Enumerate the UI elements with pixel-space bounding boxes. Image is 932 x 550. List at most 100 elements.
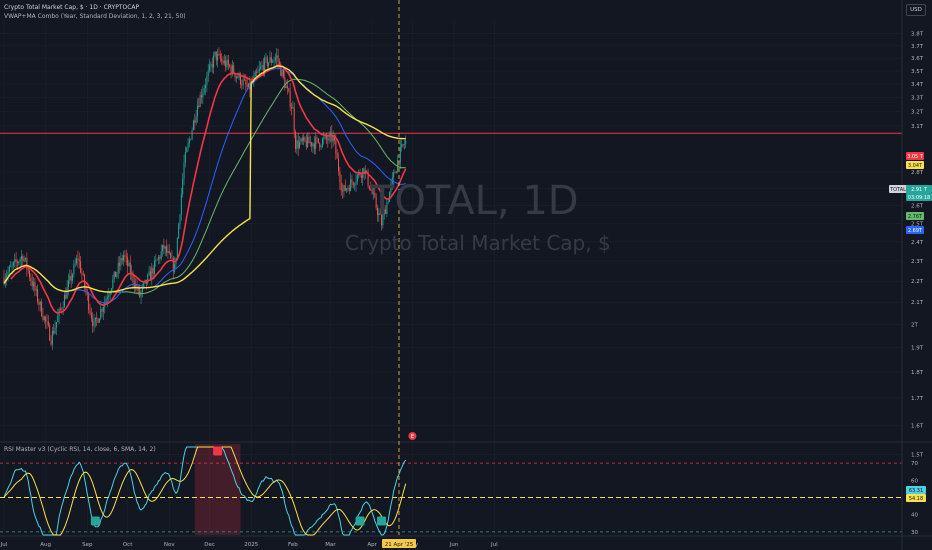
candle-body <box>383 209 385 216</box>
candle-body <box>303 137 305 141</box>
candle-body <box>245 79 247 85</box>
candle-body <box>78 259 80 262</box>
candle-body <box>200 95 202 98</box>
candle-body <box>313 143 315 149</box>
price-tick-label: 3.3T <box>911 96 924 102</box>
candle-body <box>19 259 21 263</box>
indicator-legend[interactable]: VWAP+MA Combo (Year, Standard Deviation,… <box>4 13 186 20</box>
candle-body <box>393 172 395 178</box>
candle-body <box>179 214 181 225</box>
candle-body <box>381 214 383 226</box>
candle-body <box>394 172 396 174</box>
buy-signal-marker <box>355 516 365 526</box>
candle-body <box>278 61 280 64</box>
candle-body <box>209 64 211 71</box>
candle-body <box>305 141 307 148</box>
candle-body <box>168 250 170 254</box>
price-tick-label: 3.4T <box>911 82 924 88</box>
candle-body <box>155 260 157 261</box>
candle-body <box>106 297 108 299</box>
candle-body <box>261 65 263 67</box>
rsi-tick-label: 40 <box>911 513 918 519</box>
candle-body <box>282 70 284 77</box>
candle-body <box>33 282 35 287</box>
candle-body <box>241 84 243 86</box>
candle-body <box>30 277 32 282</box>
price-tick-label: 2.3T <box>911 259 924 265</box>
price-axis[interactable]: 3.8T3.7T3.6T3.5T3.4T3.3T3.2T3.1T2.8T2.7T… <box>901 0 924 550</box>
candle-body <box>258 68 260 72</box>
candle-body <box>286 86 288 89</box>
candle-body <box>190 139 192 140</box>
candle-body <box>174 264 176 272</box>
candle-body <box>183 162 185 179</box>
candle-body <box>160 251 162 259</box>
vwap-price-label: 3.04T <box>908 163 923 169</box>
candle-body <box>218 53 220 55</box>
candle-body <box>34 282 36 291</box>
candle-body <box>166 246 168 253</box>
candle-body <box>62 307 64 310</box>
symbol-tag: TOTAL <box>889 187 906 193</box>
candle-body <box>348 187 350 191</box>
sell-signal-marker <box>213 446 223 456</box>
currency-button[interactable]: USD <box>906 4 926 16</box>
vwap-price-label-bg <box>906 161 924 169</box>
candle-body <box>266 57 268 67</box>
price-tick-label: 3.1T <box>911 124 924 130</box>
candle-body <box>402 144 404 146</box>
candle-body <box>379 213 381 215</box>
candle-body <box>335 140 337 154</box>
candle-body <box>219 54 221 60</box>
candle-body <box>81 272 83 275</box>
candle-body <box>11 265 13 267</box>
candle-body <box>164 246 166 249</box>
rsi-legend[interactable]: RSI Master v3 (Cyclic RSI, 14, close, 6,… <box>4 446 156 453</box>
time-axis[interactable]: JulAugSepOctNovDec2025FebMarAprMayJunJul… <box>0 535 932 548</box>
candle-body <box>210 64 212 65</box>
candle-body <box>51 331 53 345</box>
candle-body <box>336 153 338 159</box>
candle-body <box>366 170 368 172</box>
candle-body <box>342 190 344 192</box>
rsi-tick-label: 30 <box>911 530 918 536</box>
candle-body <box>222 60 224 64</box>
time-tick-label: 2025 <box>244 542 258 548</box>
candle-body <box>293 107 295 132</box>
event-marker-label: E <box>411 434 414 440</box>
candle-body <box>176 238 178 258</box>
candle-body <box>347 187 349 189</box>
candle-body <box>198 105 200 107</box>
candle-body <box>309 142 311 144</box>
candle-body <box>382 215 384 226</box>
candle-body <box>135 283 137 288</box>
time-tick-label: Jul <box>0 542 8 548</box>
countdown-label-bg <box>906 193 932 201</box>
candle-body <box>191 130 193 140</box>
candle-body <box>6 276 8 280</box>
price-tick-label: 2.2T <box>911 279 924 285</box>
candle-body <box>346 188 348 191</box>
time-tick-label: Oct <box>123 542 133 548</box>
candle-body <box>242 79 244 86</box>
candle-body <box>61 308 63 310</box>
time-tick-label: Feb <box>288 542 298 548</box>
candle-body <box>289 91 291 108</box>
candle-body <box>119 262 121 266</box>
candle-body <box>256 72 258 74</box>
candle-body <box>338 158 340 172</box>
candle-body <box>280 63 282 76</box>
candle-body <box>31 281 33 287</box>
candle-body <box>89 309 91 314</box>
candle-body <box>97 318 99 323</box>
price-tick-label: 3.7T <box>911 44 924 50</box>
candle-body <box>320 146 322 148</box>
candle-body <box>66 287 68 299</box>
candle-body <box>76 258 78 264</box>
candle-body <box>158 256 160 260</box>
candle-body <box>231 65 233 74</box>
candle-body <box>88 294 90 310</box>
price-tick-label: 3.6T <box>911 56 924 62</box>
candle-body <box>39 301 41 305</box>
